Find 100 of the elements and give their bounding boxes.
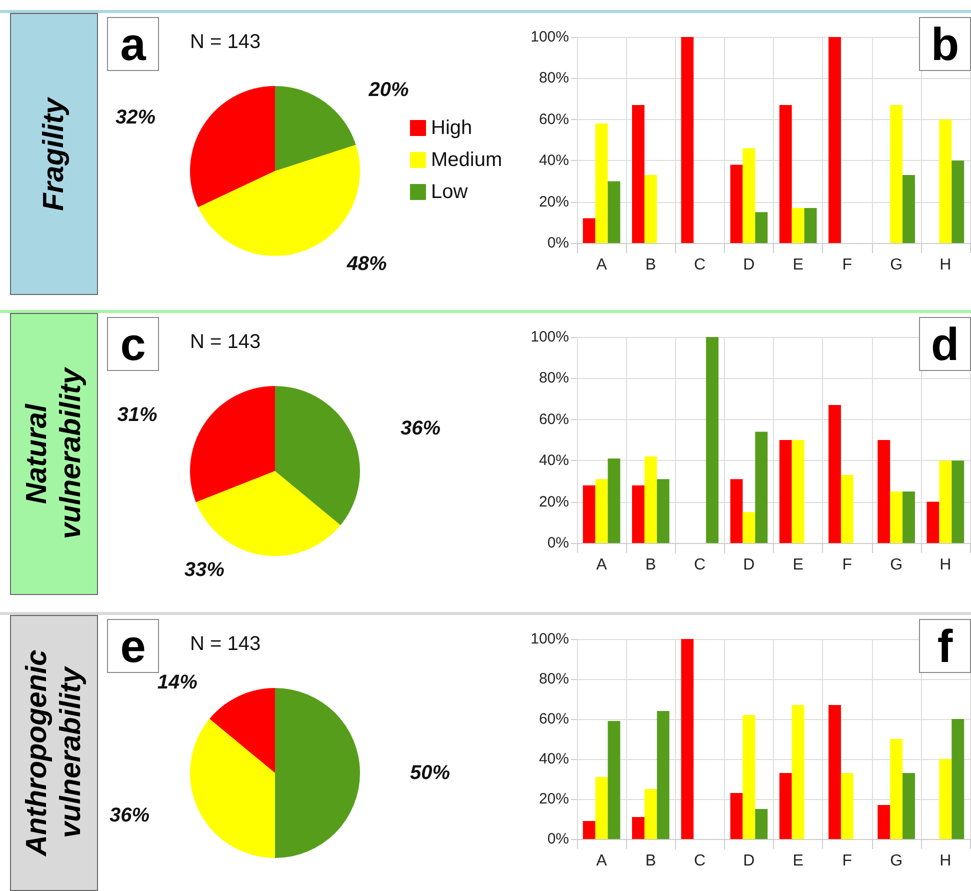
x-tick-label: E	[792, 256, 804, 274]
y-tick-label: 60%	[538, 410, 569, 428]
bar	[792, 705, 804, 839]
x-tick-label: C	[694, 852, 706, 870]
bar	[582, 485, 596, 543]
bar	[595, 777, 608, 839]
bar	[828, 37, 841, 243]
bar	[595, 479, 608, 543]
bar	[632, 817, 644, 839]
y-tick-label: 80%	[538, 670, 569, 688]
bar	[952, 160, 964, 243]
legend-label: Medium	[431, 149, 502, 171]
bar	[730, 479, 743, 543]
bar	[632, 485, 644, 543]
bar	[779, 440, 792, 543]
x-tick-label: C	[694, 556, 706, 574]
data-label: 48%	[346, 252, 388, 275]
x-tick-label: H	[940, 256, 952, 274]
text: Fragility	[37, 98, 71, 210]
bar	[792, 208, 804, 243]
annotation: d	[919, 317, 971, 371]
bar	[755, 212, 768, 243]
x-tick-label: C	[694, 256, 706, 274]
x-tick-label: E	[792, 852, 804, 870]
bar	[608, 721, 620, 839]
y-tick-label: 100%	[530, 630, 569, 648]
x-tick-label: B	[645, 556, 656, 574]
bar	[926, 502, 940, 543]
bar	[939, 759, 952, 839]
y-tick-label: 0%	[547, 534, 569, 552]
x-tick-label: G	[890, 852, 903, 870]
y-tick-label: 40%	[538, 452, 569, 470]
text: Anthropogenic vulnerability	[20, 648, 88, 858]
data-label: 31%	[117, 404, 158, 426]
bar	[742, 512, 756, 543]
y-tick-label: 20%	[538, 790, 569, 808]
bar	[681, 639, 694, 839]
bar	[730, 793, 743, 839]
data-label: 32%	[116, 106, 156, 128]
text: e	[107, 619, 159, 673]
bar	[952, 460, 964, 543]
bar	[582, 218, 596, 243]
legend-label: Low	[431, 181, 468, 203]
bar	[644, 456, 657, 543]
y-tick-label: 80%	[538, 370, 569, 387]
bar	[595, 124, 608, 243]
y-tick-label: 60%	[538, 710, 569, 728]
x-tick-label: G	[890, 556, 903, 574]
bar	[878, 805, 890, 839]
bar	[706, 337, 718, 543]
y-tick-label: 0%	[547, 234, 569, 252]
bar	[608, 458, 620, 543]
bar	[828, 404, 841, 543]
bar	[632, 104, 644, 243]
bar	[939, 119, 952, 243]
x-tick-label: H	[940, 556, 952, 574]
bar	[779, 773, 792, 839]
data-label: 36%	[109, 804, 150, 827]
bar	[644, 789, 657, 839]
bar	[828, 705, 841, 839]
text: N = 143	[190, 633, 261, 656]
x-tick-label: A	[596, 256, 608, 274]
annotation: b	[919, 17, 971, 71]
legend-label: High	[431, 117, 472, 139]
y-tick-label: 100%	[530, 328, 569, 346]
bar	[890, 492, 903, 543]
x-tick-label: B	[645, 256, 656, 274]
bar	[890, 104, 903, 243]
text: N = 143	[190, 31, 261, 54]
y-tick-label: 20%	[538, 493, 569, 510]
y-tick-label: 0%	[547, 830, 569, 848]
text: a	[107, 17, 159, 71]
y-tick-label: 60%	[538, 110, 569, 128]
x-tick-label: H	[940, 852, 952, 870]
x-tick-label: A	[596, 852, 608, 870]
y-tick-label: 20%	[538, 193, 569, 210]
x-tick-label: G	[890, 256, 903, 274]
x-tick-label: F	[842, 556, 852, 574]
text: c	[107, 317, 159, 371]
data-label: 20%	[368, 79, 410, 102]
bar	[804, 208, 817, 243]
y-tick-label: 40%	[538, 750, 569, 768]
bar	[582, 821, 596, 839]
bar	[792, 440, 804, 543]
x-tick-label: D	[743, 556, 755, 574]
bar	[890, 739, 903, 839]
bar	[902, 492, 915, 543]
x-tick-label: D	[743, 852, 755, 870]
x-tick-label: D	[743, 256, 755, 274]
data-label: 14%	[157, 672, 198, 694]
x-tick-label: F	[842, 852, 852, 870]
data-label: 36%	[400, 417, 441, 440]
x-tick-label: F	[842, 256, 852, 274]
bar	[742, 715, 756, 839]
bar	[742, 148, 756, 243]
bar	[840, 475, 854, 543]
bar	[878, 440, 890, 543]
bar	[681, 37, 694, 243]
bar	[608, 181, 620, 243]
x-tick-label: B	[645, 852, 656, 870]
